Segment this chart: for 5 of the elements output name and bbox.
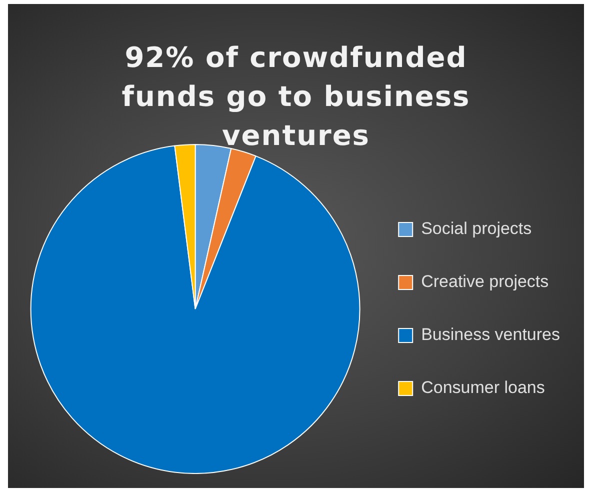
chart-title: 92% of crowdfunded funds go to business ventures	[120, 40, 472, 154]
legend-label: Creative projects	[421, 272, 549, 292]
legend-label: Consumer loans	[421, 378, 545, 398]
legend-label: Business ventures	[421, 325, 560, 344]
legend-label: Social projects	[421, 219, 532, 238]
